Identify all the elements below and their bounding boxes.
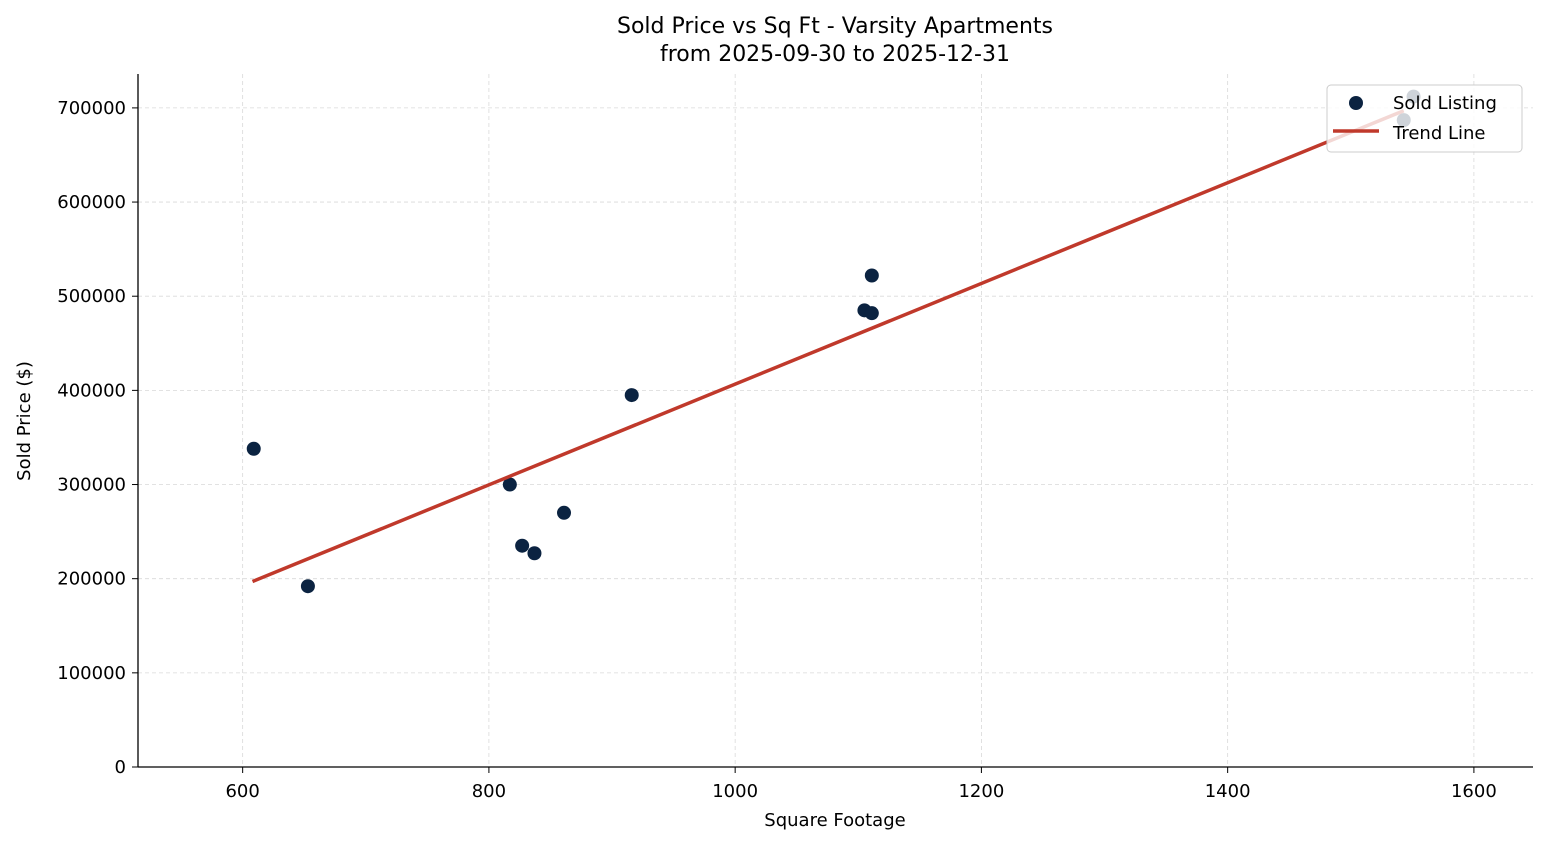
y-tick-label: 700000 [57,98,126,119]
x-tick-label: 600 [225,781,259,802]
legend-marker-sold-listing [1349,96,1363,110]
plot-area [246,89,1421,594]
legend-box [1326,84,1523,153]
data-point [502,477,517,492]
x-tick-label: 1400 [1205,781,1251,802]
data-point [515,538,530,553]
legend-label-sold-listing: Sold Listing [1393,93,1497,114]
x-tick-label: 1200 [958,781,1004,802]
data-point [527,546,542,561]
data-point [624,388,639,403]
y-axis-label: Sold Price ($) [14,361,35,481]
legend: Sold Listing Trend Line [1326,84,1523,153]
chart-subtitle: from 2025-09-30 to 2025-12-31 [660,42,1010,67]
y-tick-label: 300000 [57,475,126,496]
trend-line [251,109,1405,584]
x-tick-label: 1600 [1451,781,1497,802]
y-tick-label: 600000 [57,192,126,213]
data-point [864,268,879,283]
legend-label-trend-line: Trend Line [1392,123,1486,144]
y-tick-label: 0 [115,757,126,778]
y-tick-label: 500000 [57,286,126,307]
data-point [557,505,572,520]
data-point [246,441,261,456]
y-tick-label: 400000 [57,380,126,401]
chart-title: Sold Price vs Sq Ft - Varsity Apartments [617,14,1053,39]
data-point [864,306,879,321]
y-tick-label: 200000 [57,569,126,590]
x-tick-label: 1000 [712,781,758,802]
data-point [300,579,315,594]
x-tick-label: 800 [472,781,506,802]
y-tick-label: 100000 [57,663,126,684]
x-axis-label: Square Footage [764,810,905,831]
grid [138,74,1533,768]
axes: 600 800 1000 1200 1400 1600 0 100000 200000 30000… [57,74,1533,802]
